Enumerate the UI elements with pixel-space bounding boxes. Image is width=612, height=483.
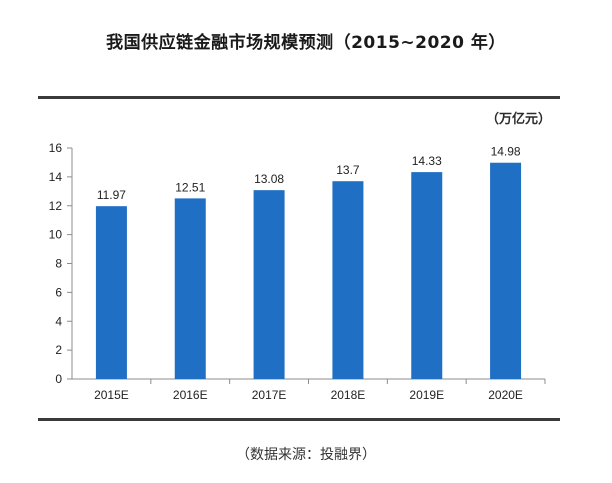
- y-tick-label: 6: [55, 285, 62, 299]
- y-tick-label: 0: [55, 372, 62, 386]
- top-divider: [38, 96, 560, 99]
- x-tick-label: 2019E: [409, 388, 444, 402]
- unit-label: （万亿元）: [486, 112, 552, 127]
- data-label: 13.08: [254, 172, 284, 186]
- data-label: 12.51: [175, 180, 205, 194]
- y-tick-label: 10: [49, 228, 63, 242]
- x-tick-label: 2017E: [252, 388, 287, 402]
- data-label: 14.33: [412, 154, 442, 168]
- bar: [332, 181, 364, 379]
- y-tick-label: 8: [55, 257, 62, 271]
- data-label: 14.98: [491, 145, 521, 159]
- chart-title: 我国供应链金融市场规模预测（2015~2020 年）: [106, 33, 506, 53]
- bottom-divider: [38, 418, 560, 421]
- x-tick-label: 2018E: [331, 388, 366, 402]
- x-tick-label: 2015E: [94, 388, 129, 402]
- data-label: 11.97: [97, 188, 126, 202]
- y-tick-label: 14: [49, 170, 63, 184]
- data-label: 13.7: [336, 163, 360, 177]
- bar: [411, 172, 443, 379]
- y-tick-label: 12: [49, 199, 63, 213]
- source-note: （数据来源：投融界）: [236, 447, 376, 463]
- bar: [490, 162, 522, 379]
- bar: [95, 206, 127, 379]
- x-tick-label: 2016E: [173, 388, 208, 402]
- y-tick-label: 16: [49, 141, 63, 155]
- y-tick-label: 4: [55, 314, 62, 328]
- y-tick-label: 2: [55, 343, 62, 357]
- x-tick-label: 2020E: [488, 388, 523, 402]
- bar: [253, 190, 285, 379]
- bar: [174, 198, 206, 379]
